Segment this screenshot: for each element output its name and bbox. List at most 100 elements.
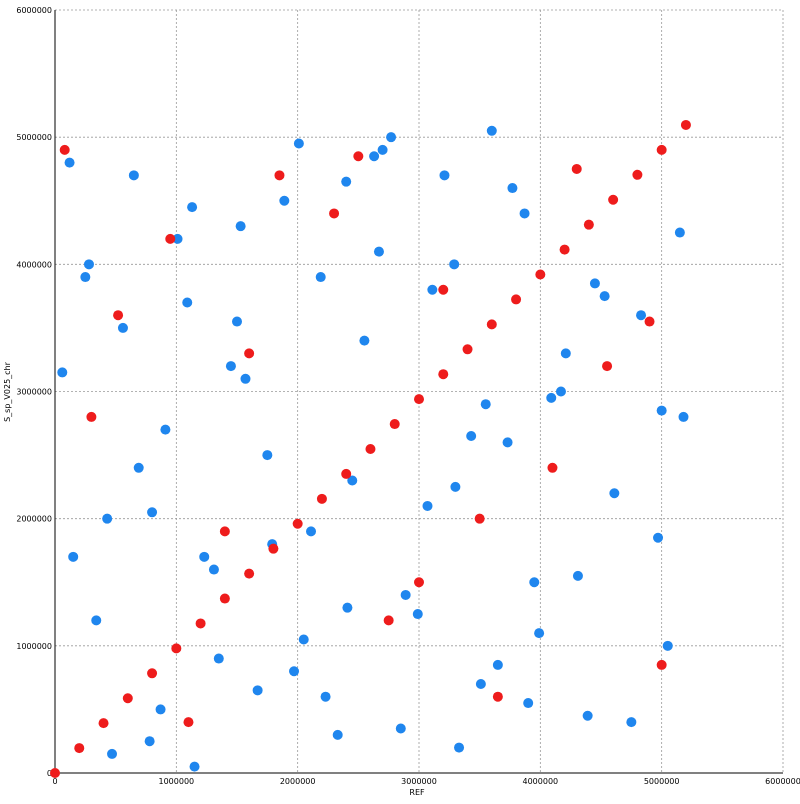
point xyxy=(486,125,497,136)
point xyxy=(160,424,171,435)
point xyxy=(57,367,68,378)
point xyxy=(422,500,433,511)
point xyxy=(341,468,352,479)
point xyxy=(187,202,198,213)
point xyxy=(369,151,380,162)
point xyxy=(74,743,85,754)
point xyxy=(475,678,486,689)
point xyxy=(377,144,388,155)
point xyxy=(235,221,246,232)
point xyxy=(438,369,449,380)
point xyxy=(219,593,230,604)
point xyxy=(656,659,667,670)
point xyxy=(274,170,285,181)
point xyxy=(626,717,637,728)
point xyxy=(59,144,70,155)
point xyxy=(147,507,158,518)
point xyxy=(373,246,384,257)
y-tick-label: 0 xyxy=(47,769,52,778)
x-tick-label: 6000000 xyxy=(765,777,800,786)
point xyxy=(609,488,620,499)
point xyxy=(632,169,643,180)
point xyxy=(583,219,594,230)
point xyxy=(199,551,210,562)
point xyxy=(599,291,610,302)
point xyxy=(244,348,255,359)
point xyxy=(316,493,327,504)
point xyxy=(347,475,358,486)
point xyxy=(213,653,224,664)
point xyxy=(555,386,566,397)
point xyxy=(462,344,473,355)
point xyxy=(519,208,530,219)
x-axis-label: REF xyxy=(409,788,425,797)
point xyxy=(293,138,304,149)
point xyxy=(155,704,166,715)
point xyxy=(68,551,79,562)
point xyxy=(332,729,343,740)
point xyxy=(144,736,155,747)
point xyxy=(113,310,124,321)
point xyxy=(341,176,352,187)
point xyxy=(653,532,664,543)
point xyxy=(644,316,655,327)
point xyxy=(454,742,465,753)
point xyxy=(492,691,503,702)
point xyxy=(389,419,400,430)
y-tick-label: 6000000 xyxy=(16,6,52,15)
point xyxy=(122,693,133,704)
point xyxy=(636,310,647,321)
point xyxy=(602,361,613,372)
point xyxy=(656,405,667,416)
point xyxy=(329,208,340,219)
point xyxy=(480,399,491,410)
point xyxy=(98,718,109,729)
point xyxy=(529,577,540,588)
point xyxy=(183,717,194,728)
point xyxy=(289,666,300,677)
point xyxy=(298,634,309,645)
point xyxy=(523,698,534,709)
point xyxy=(80,272,91,283)
point xyxy=(232,316,242,327)
point xyxy=(449,259,460,270)
point xyxy=(315,272,326,283)
y-tick-label: 3000000 xyxy=(16,388,52,397)
point xyxy=(117,322,128,333)
point xyxy=(219,526,230,537)
x-tick-label: 3000000 xyxy=(401,777,437,786)
point xyxy=(306,526,317,537)
point xyxy=(172,233,183,244)
y-axis-label: S_sp_V025_chr xyxy=(3,361,12,422)
point xyxy=(147,668,158,679)
point xyxy=(91,615,102,626)
point xyxy=(486,319,497,330)
point xyxy=(502,437,513,448)
point xyxy=(547,462,558,473)
point xyxy=(414,577,424,588)
point xyxy=(608,194,619,205)
point xyxy=(320,691,331,702)
point xyxy=(674,227,685,238)
point xyxy=(559,244,570,255)
point xyxy=(268,543,279,554)
point xyxy=(359,335,370,346)
y-tick-label: 4000000 xyxy=(16,260,52,269)
point xyxy=(535,269,546,280)
point xyxy=(427,284,438,295)
point xyxy=(400,589,411,600)
point xyxy=(507,183,518,194)
point xyxy=(466,431,477,442)
point xyxy=(182,297,193,308)
point xyxy=(438,284,449,295)
y-tick-label: 2000000 xyxy=(16,515,52,524)
point xyxy=(414,394,424,405)
point xyxy=(546,392,557,403)
point xyxy=(244,568,255,579)
point xyxy=(195,618,206,629)
point xyxy=(412,609,423,620)
point xyxy=(511,294,522,305)
point xyxy=(189,761,200,772)
